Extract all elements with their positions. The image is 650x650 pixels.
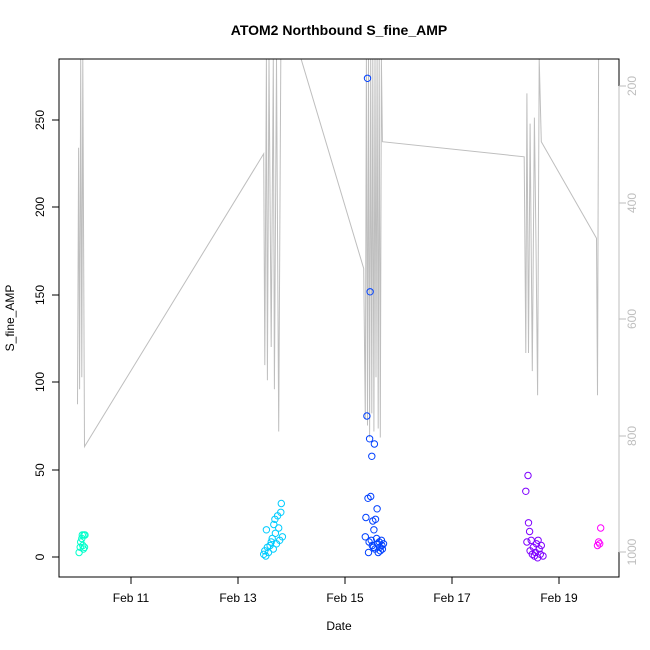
y-tick-label: 150 [33,285,47,305]
data-point [365,435,374,443]
right-axis-series-line [77,58,600,449]
scatter-points [75,74,605,562]
x-axis-label: Date [326,619,352,633]
right-y-axis: 200 400 600 800 1000 [618,76,639,565]
data-point [369,543,378,551]
data-point [271,529,280,537]
data-point [260,550,268,558]
y-axis: 0 50 100 150 200 250 [33,110,60,560]
data-point [367,536,375,544]
data-point [277,508,285,516]
data-point [522,487,530,495]
data-point [534,536,542,544]
data-point [368,452,376,460]
data-point [378,545,387,553]
data-point [524,471,532,480]
y-tick-label: 0 [33,553,47,560]
data-point [373,505,381,513]
data-point [593,541,602,550]
data-point [523,538,531,546]
right-y-tick-label: 600 [625,309,639,329]
y-tick-label: 200 [33,197,47,217]
data-point [81,531,89,539]
right-y-tick-label: 1000 [625,538,639,565]
data-point [378,541,386,550]
data-point [80,543,89,551]
data-point [370,526,378,534]
data-point [264,548,273,557]
data-point [364,548,373,557]
data-point [277,499,285,508]
data-point [366,288,374,296]
x-tick-label: Feb 13 [219,591,257,605]
data-point [367,492,375,501]
data-point [278,533,287,541]
data-point [269,545,277,553]
data-point [370,440,379,448]
data-point [525,527,534,536]
data-point [597,524,605,532]
x-axis: Feb 11 Feb 13 Feb 15 Feb 17 Feb 19 [113,576,578,605]
x-tick-label: Feb 11 [113,591,150,605]
right-y-tick-label: 400 [625,193,639,213]
data-point [275,524,283,532]
data-point [268,534,276,543]
y-tick-label: 250 [33,110,47,130]
data-point [371,515,380,523]
data-point [270,520,278,529]
data-point [267,538,275,546]
data-point [594,538,603,546]
data-point [262,526,271,534]
data-point [376,547,384,555]
data-point [539,552,547,560]
x-tick-label: Feb 15 [326,591,364,605]
data-point [79,541,87,550]
data-point [361,533,369,541]
data-point [363,412,371,420]
data-point [379,540,388,548]
y-axis-label: S_fine_AMP [3,285,17,352]
data-point [363,74,372,83]
right-y-tick-label: 800 [625,426,639,446]
series-line [77,58,600,449]
data-point [362,513,370,522]
right-y-tick-label: 200 [625,76,639,96]
x-tick-label: Feb 19 [540,591,578,605]
y-tick-label: 100 [33,372,47,392]
chart-title: ATOM2 Northbound S_fine_AMP [231,22,447,38]
x-tick-label: Feb 17 [433,591,471,605]
data-point [79,545,88,553]
data-point [524,519,533,527]
data-point [596,540,604,548]
y-tick-label: 50 [33,463,47,477]
data-point [537,541,545,550]
